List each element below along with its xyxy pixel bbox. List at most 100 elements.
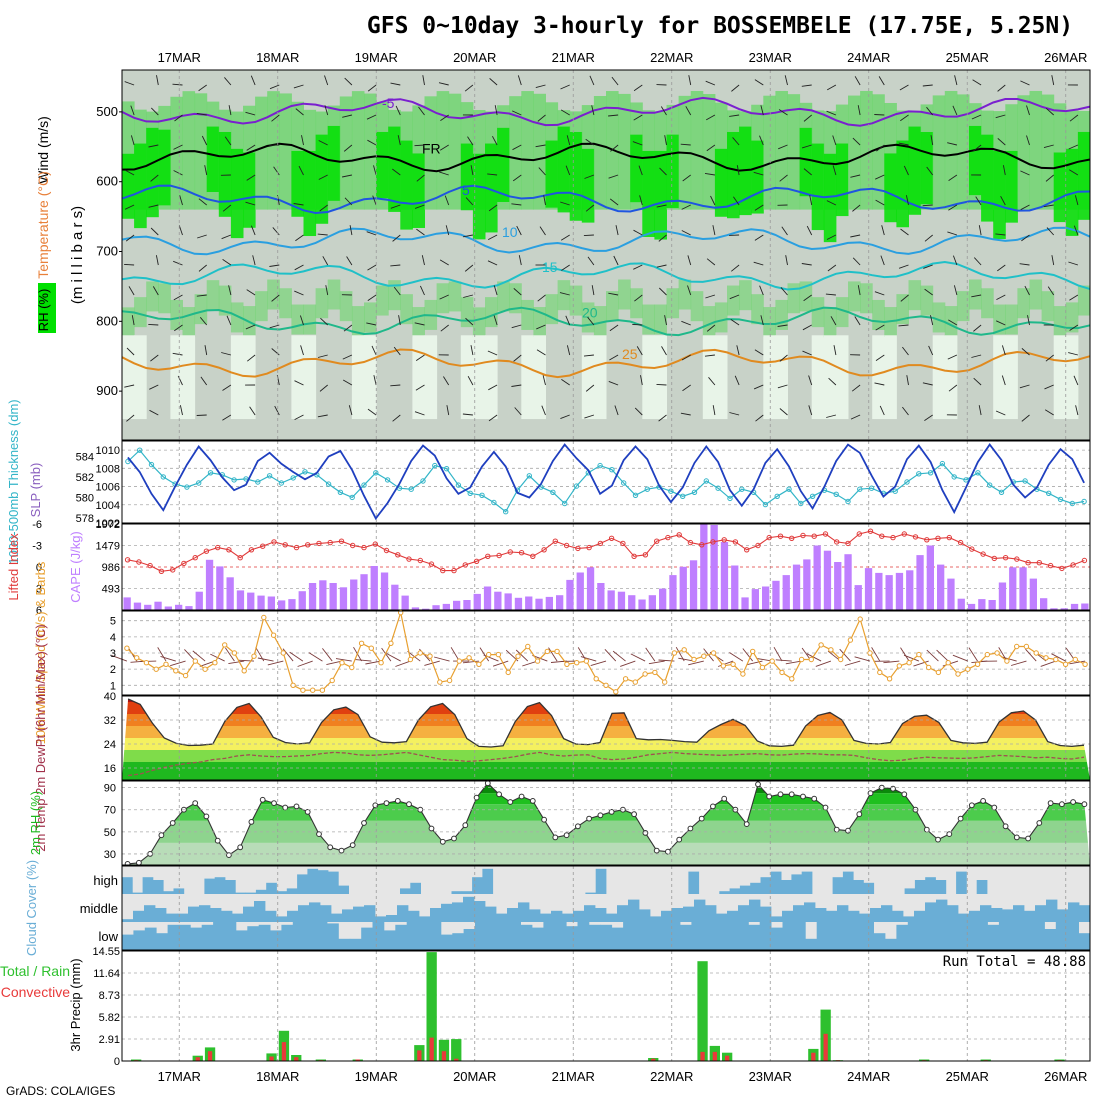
wind-barb [857, 285, 861, 296]
rh-band-low [303, 304, 317, 335]
rh-band-low [848, 281, 861, 312]
wind-barb [367, 264, 377, 271]
temp-band [122, 702, 1090, 714]
cloud-low-bar [850, 922, 863, 950]
cape-bar [854, 585, 862, 610]
wind-barb [252, 255, 256, 266]
rh2m-point [586, 815, 592, 822]
rh-band-low [993, 304, 1006, 335]
cloud-low-bar [532, 927, 544, 950]
wind10-barb [308, 652, 323, 662]
wind-barb [1021, 348, 1030, 356]
cape-bar [308, 583, 317, 610]
rh-band-saturated [581, 148, 595, 223]
cape-bar [185, 606, 193, 610]
wind10-point [710, 650, 717, 656]
wind-barb [830, 316, 837, 326]
wind-barb [343, 144, 353, 152]
cloud-middle-bar [551, 910, 563, 922]
wind-barb [874, 382, 885, 386]
wind10-point [926, 664, 932, 671]
wind-barb [342, 354, 353, 360]
wind-barb [850, 234, 861, 238]
rh2m-point [1070, 799, 1076, 805]
cape-bar [998, 582, 1007, 610]
rh-band-moist [944, 90, 958, 210]
rh-band-moist [860, 90, 873, 210]
cloud-low-bar [1021, 922, 1034, 950]
cape-bar [1040, 598, 1048, 610]
wind-barb [633, 84, 643, 92]
wind-barb [997, 138, 1006, 146]
rh2m-point [676, 836, 683, 843]
rh2m-point [428, 825, 435, 832]
wind-barb [608, 292, 619, 296]
temp-band [122, 762, 1090, 780]
wind-barb [1069, 114, 1079, 122]
cape-bar [659, 588, 667, 610]
cape-bar [216, 566, 224, 610]
wind-barb [808, 405, 813, 416]
cloud-middle-bar [980, 905, 992, 922]
rh-band-dry [485, 335, 498, 420]
cloud-level-label: middle [80, 901, 118, 916]
date-label-bottom: 26MAR [1044, 1069, 1087, 1084]
wind-barb [318, 174, 328, 180]
rh-band-low [1029, 279, 1043, 310]
wind-barb [173, 294, 183, 301]
cloud-middle-bar [562, 913, 574, 922]
cape-bar [257, 595, 265, 610]
rh2m-point [721, 795, 728, 802]
wind10-tick-label: 3 [110, 648, 116, 660]
rh2m-point [710, 803, 716, 810]
rh2m-point [282, 804, 289, 811]
wind10-point [515, 653, 521, 659]
lifted-index-point [507, 549, 513, 555]
cape-bar [751, 589, 759, 610]
thickness-tick-label: 582 [76, 472, 94, 484]
wind10-tick-label: 5 [110, 616, 116, 628]
contour-label: -5 [382, 95, 395, 111]
cloud-middle-bar [573, 910, 585, 922]
wind-barb [899, 84, 909, 91]
rh2m-point [293, 803, 300, 810]
precip-convective-bar [207, 1051, 213, 1061]
cape-bar [133, 602, 142, 610]
rh-band-low [630, 288, 643, 319]
wind-barb [299, 315, 304, 326]
wind-barb [973, 144, 982, 152]
cloud-high-bar [286, 888, 298, 894]
rh-band-moist [255, 96, 268, 210]
thickness-point [916, 471, 922, 477]
cape-bar [823, 550, 832, 610]
cape-bar [967, 603, 976, 610]
wind-barb [196, 294, 207, 297]
wind10-barb [773, 646, 783, 662]
thickness-point [384, 477, 391, 483]
wind-barb [952, 105, 958, 116]
lifted-index-point [383, 547, 390, 554]
rh2m-point [349, 842, 356, 848]
slp-tick-label: 1008 [96, 463, 120, 475]
temp2m-axis-label: 2m Temp 2m DewPt (6hr Min/Max) (°C) [33, 624, 48, 851]
thickness-point [184, 484, 190, 490]
wind-barb [930, 135, 934, 146]
rh2m-point [552, 834, 559, 841]
wind10-point [818, 642, 824, 648]
wind10-barb [326, 660, 343, 666]
cape-bar [885, 575, 893, 610]
cloud-middle-bar [936, 899, 948, 922]
wind10-point [212, 660, 218, 666]
wind10-barb [1051, 653, 1066, 662]
cloud-low-bar [588, 924, 601, 950]
cape-bar [195, 591, 203, 610]
cloud-middle-bar [804, 902, 816, 922]
cloud-middle-bar [320, 905, 332, 922]
wind10-barb [386, 653, 401, 662]
cloud-high-bar [132, 892, 143, 894]
precip-convective-bar [281, 1042, 287, 1061]
wind-barb [320, 317, 329, 326]
wind-barb [367, 408, 377, 416]
lifted-tick-label: 0 [36, 562, 42, 574]
wind10-point [867, 650, 873, 656]
